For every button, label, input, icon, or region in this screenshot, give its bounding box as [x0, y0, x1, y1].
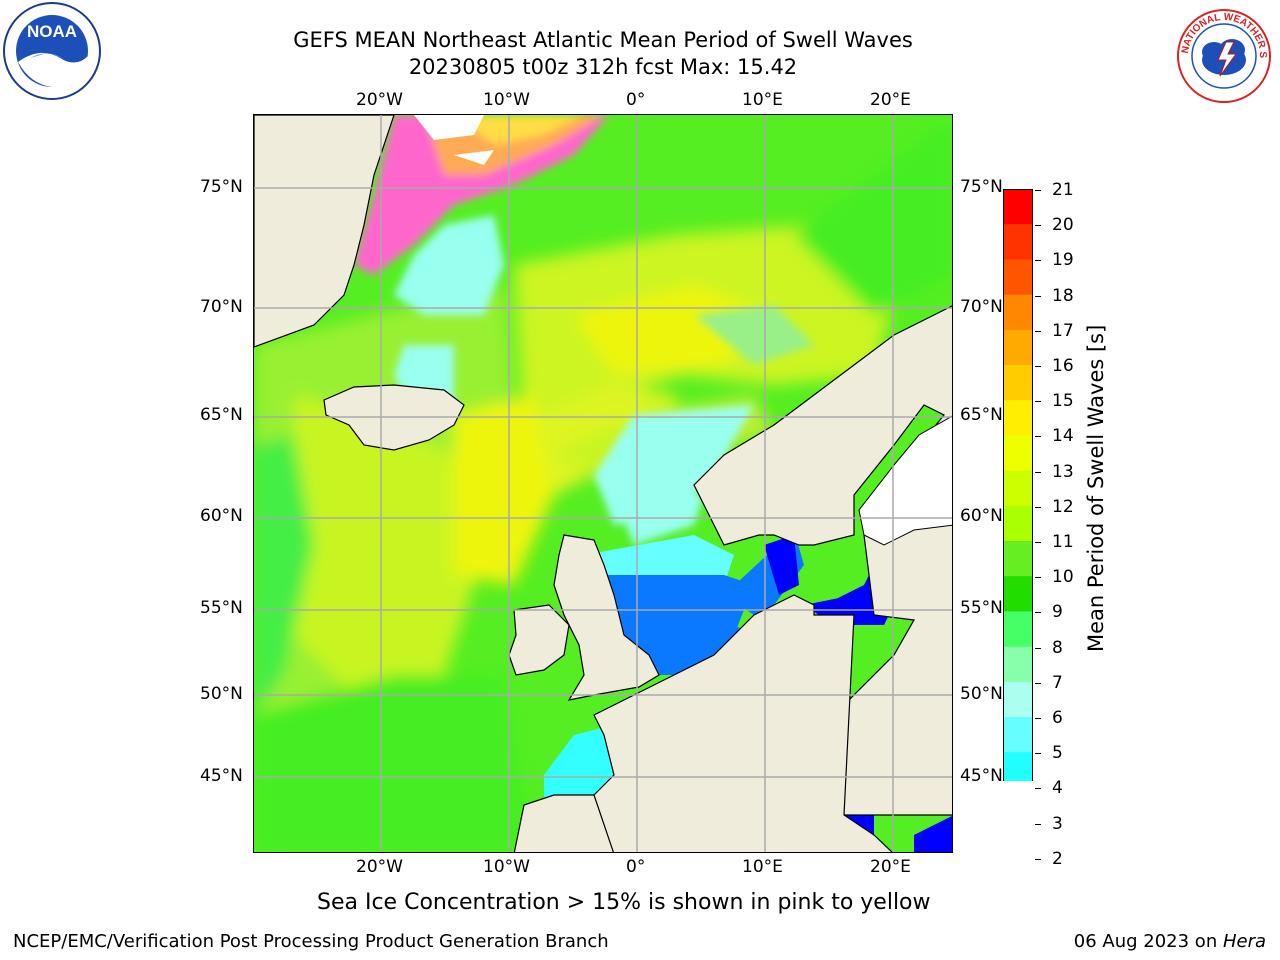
colorbar-band — [1003, 611, 1033, 648]
colorbar-tick-mark — [1035, 471, 1041, 473]
colorbar-tick-label: 12 — [1052, 496, 1074, 517]
colorbar-tick-label: 9 — [1052, 602, 1063, 623]
colorbar-tick-label: 21 — [1052, 180, 1074, 200]
colorbar-tick-mark — [1035, 682, 1041, 684]
colorbar-band — [1003, 646, 1033, 683]
colorbar-tick-mark — [1035, 823, 1041, 825]
colorbar-tick-mark — [1035, 647, 1041, 649]
colorbar-tick-mark — [1035, 401, 1041, 403]
map-title-line1: GEFS MEAN Northeast Atlantic Mean Period… — [293, 28, 913, 52]
colorbar-band — [1003, 329, 1033, 366]
colorbar-tick-mark — [1035, 612, 1041, 614]
colorbar-tick-label: 17 — [1052, 320, 1074, 341]
colorbar-tick-label: 20 — [1052, 215, 1074, 236]
colorbar-tick-label: 14 — [1052, 426, 1074, 447]
colorbar-band — [1003, 365, 1033, 401]
colorbar-tick-mark — [1035, 718, 1041, 719]
lat-label-left-65n: 65°N — [200, 405, 243, 425]
colorbar-band — [1003, 294, 1033, 331]
swell-period-map — [254, 115, 952, 852]
colorbar-tick-label: 16 — [1052, 356, 1074, 376]
lon-label-top-20w: 20°W — [356, 90, 403, 110]
credit-left: NCEP/EMC/Verification Post Processing Pr… — [13, 931, 609, 952]
nws-logo: NATIONAL WEATHER SERVICE — [1172, 0, 1272, 104]
lat-label-left-70n: 70°N — [200, 297, 243, 317]
colorbar-tick-label: 5 — [1052, 743, 1063, 764]
colorbar-tick-label: 7 — [1052, 672, 1063, 693]
lon-label-top-0: 0° — [626, 90, 646, 110]
lon-label-bottom-10e: 10°E — [742, 857, 783, 877]
lat-label-left-75n: 75°N — [200, 177, 243, 197]
credit-date: 06 Aug 2023 on — [1073, 931, 1223, 952]
lat-label-left-50n: 50°N — [200, 684, 243, 704]
colorbar-tick-mark — [1035, 436, 1041, 438]
colorbar-tick-mark — [1035, 330, 1041, 332]
colorbar-tick-label: 15 — [1052, 391, 1074, 412]
colorbar-tick-mark — [1035, 225, 1041, 227]
lon-label-bottom-20w: 20°W — [356, 857, 403, 877]
colorbar — [1002, 189, 1035, 887]
lat-label-right-45n: 45°N — [960, 766, 1003, 786]
lat-label-right-75n: 75°N — [960, 177, 1003, 197]
colorbar-band — [1003, 470, 1033, 507]
colorbar-band — [1003, 505, 1033, 542]
colorbar-tick-label: 3 — [1052, 813, 1063, 834]
lat-label-right-65n: 65°N — [960, 405, 1003, 425]
colorbar-tick-mark — [1035, 577, 1041, 579]
colorbar-label: Mean Period of Swell Waves [s] — [1084, 324, 1108, 652]
map-title-line2: 20230805 t00z 312h fcst Max: 15.42 — [408, 55, 798, 79]
colorbar-band — [1003, 400, 1033, 436]
lat-label-left-45n: 45°N — [200, 766, 243, 786]
colorbar-band — [1003, 259, 1033, 296]
noaa-logo-text: NOAA — [27, 22, 77, 41]
colorbar-tick-mark — [1035, 260, 1041, 262]
colorbar-band — [1003, 435, 1033, 472]
colorbar-tick-mark — [1035, 506, 1041, 508]
colorbar-ticks: 21 20 19 18 17 16 15 14 13 12 11 10 9 8 7 6 5 4 3 2 — [1035, 180, 1100, 869]
colorbar-scale — [1002, 189, 1034, 887]
colorbar-band — [1003, 752, 1033, 788]
colorbar-tick-label: 13 — [1052, 461, 1074, 482]
colorbar-tick-mark — [1035, 788, 1041, 790]
colorbar-tick-mark — [1035, 190, 1041, 191]
colorbar-band — [1003, 541, 1033, 577]
credit-host: Hera — [1222, 931, 1266, 952]
lat-label-left-55n: 55°N — [200, 598, 243, 618]
colorbar-band — [1003, 224, 1033, 260]
credit-right: 06 Aug 2023 on Hera — [1074, 931, 1266, 952]
colorbar-tick-mark — [1035, 858, 1041, 860]
colorbar-tick-label: 19 — [1052, 250, 1074, 271]
lon-label-bottom-10w: 10°W — [483, 857, 530, 877]
noaa-logo: NOAA — [0, 0, 104, 102]
colorbar-band — [1003, 189, 1033, 225]
colorbar-tick-label: 6 — [1052, 708, 1063, 728]
lon-label-top-10w: 10°W — [483, 90, 530, 110]
map-panel — [253, 114, 953, 853]
sea-ice-note: Sea Ice Concentration > 15% is shown in … — [317, 890, 931, 915]
lat-label-right-55n: 55°N — [960, 598, 1003, 618]
lon-label-top-10e: 10°E — [742, 90, 783, 110]
lat-label-right-70n: 70°N — [960, 297, 1003, 317]
lat-label-right-50n: 50°N — [960, 684, 1003, 704]
colorbar-tick-label: 18 — [1052, 285, 1074, 306]
colorbar-band — [1003, 717, 1033, 753]
lat-label-right-60n: 60°N — [960, 506, 1003, 526]
colorbar-tick-label: 2 — [1052, 848, 1063, 869]
lon-label-bottom-20e: 20°E — [870, 857, 911, 877]
colorbar-tick-label: 4 — [1052, 778, 1063, 799]
lat-label-left-60n: 60°N — [200, 506, 243, 526]
lon-label-top-20e: 20°E — [870, 90, 911, 110]
colorbar-tick-label: 10 — [1052, 567, 1074, 588]
colorbar-tick-mark — [1035, 542, 1041, 543]
colorbar-band — [1003, 576, 1033, 612]
colorbar-tick-label: 11 — [1052, 532, 1074, 552]
colorbar-tick-mark — [1035, 366, 1041, 367]
colorbar-tick-label: 8 — [1052, 637, 1063, 658]
colorbar-tick-mark — [1035, 295, 1041, 297]
lon-label-bottom-0: 0° — [626, 857, 646, 877]
colorbar-tick-mark — [1035, 753, 1041, 755]
colorbar-band — [1003, 681, 1033, 718]
